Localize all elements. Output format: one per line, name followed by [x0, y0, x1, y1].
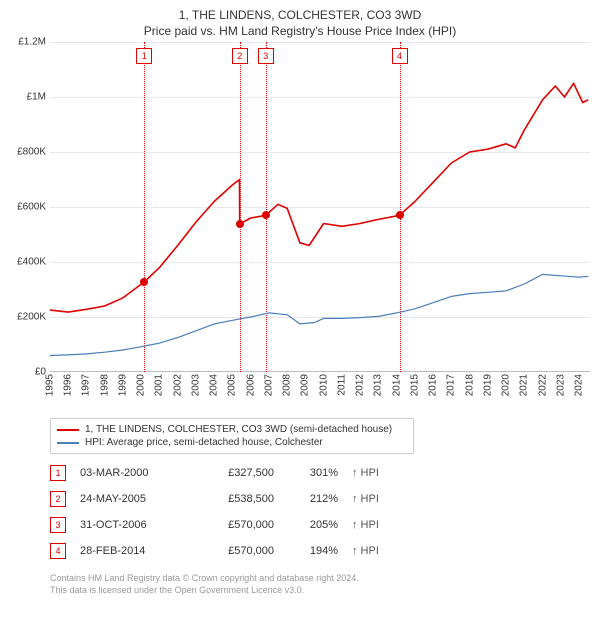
- line-chart-svg: [50, 42, 590, 372]
- sale-row: 3 31-OCT-2006 £570,000 205% ↑ HPI: [50, 512, 590, 538]
- legend-label: 1, THE LINDENS, COLCHESTER, CO3 3WD (sem…: [85, 424, 392, 435]
- x-axis-labels: 1995199619971998199920002001200220032004…: [50, 374, 590, 412]
- x-tick-label: 2009: [300, 374, 311, 396]
- x-tick-label: 2008: [282, 374, 293, 396]
- sale-row: 1 03-MAR-2000 £327,500 301% ↑ HPI: [50, 460, 590, 486]
- x-tick-label: 2012: [355, 374, 366, 396]
- sale-row-date: 03-MAR-2000: [80, 467, 180, 479]
- sales-table: 1 03-MAR-2000 £327,500 301% ↑ HPI 2 24-MAY-200…: [50, 460, 590, 564]
- x-tick-label: 1995: [45, 374, 56, 396]
- sale-row-date: 28-FEB-2014: [80, 545, 180, 557]
- x-tick-label: 2002: [172, 374, 183, 396]
- sale-row-price: £570,000: [194, 545, 274, 557]
- up-arrow-icon: ↑ HPI: [352, 467, 379, 479]
- sale-row-marker: 1: [50, 465, 66, 481]
- title-line-1: 1, THE LINDENS, COLCHESTER, CO3 3WD: [10, 8, 590, 22]
- footer-attribution: Contains HM Land Registry data © Crown c…: [50, 572, 590, 596]
- x-tick-label: 1996: [63, 374, 74, 396]
- up-arrow-icon: ↑ HPI: [352, 519, 379, 531]
- x-tick-label: 1998: [99, 374, 110, 396]
- sale-row-date: 24-MAY-2005: [80, 493, 180, 505]
- chart-container: 1, THE LINDENS, COLCHESTER, CO3 3WD Pric…: [0, 0, 600, 620]
- x-tick-label: 2010: [318, 374, 329, 396]
- y-tick-label: £600K: [17, 202, 46, 213]
- x-tick-label: 2013: [373, 374, 384, 396]
- x-tick-label: 2007: [263, 374, 274, 396]
- x-tick-label: 2006: [245, 374, 256, 396]
- sale-row-pct: 205%: [288, 519, 338, 531]
- series-property: [50, 83, 588, 312]
- y-tick-label: £1M: [27, 92, 46, 103]
- x-tick-label: 2016: [428, 374, 439, 396]
- up-arrow-icon: ↑ HPI: [352, 545, 379, 557]
- x-tick-label: 2023: [555, 374, 566, 396]
- up-arrow-icon: ↑ HPI: [352, 493, 379, 505]
- x-tick-label: 2011: [336, 374, 347, 396]
- sale-row-marker: 4: [50, 543, 66, 559]
- x-tick-label: 2005: [227, 374, 238, 396]
- sale-row-pct: 301%: [288, 467, 338, 479]
- x-tick-label: 2024: [574, 374, 585, 396]
- x-tick-label: 2014: [391, 374, 402, 396]
- y-tick-label: £400K: [17, 257, 46, 268]
- legend-item: 1, THE LINDENS, COLCHESTER, CO3 3WD (sem…: [57, 423, 407, 436]
- sale-row-pct: 194%: [288, 545, 338, 557]
- legend-swatch: [57, 429, 79, 431]
- sale-row-price: £327,500: [194, 467, 274, 479]
- x-tick-label: 1997: [81, 374, 92, 396]
- x-tick-label: 2003: [190, 374, 201, 396]
- plot-surface: 1234: [50, 42, 590, 372]
- sale-row-marker: 3: [50, 517, 66, 533]
- footer-line-1: Contains HM Land Registry data © Crown c…: [50, 572, 590, 584]
- x-tick-label: 2004: [209, 374, 220, 396]
- y-tick-label: £800K: [17, 147, 46, 158]
- sale-row: 2 24-MAY-2005 £538,500 212% ↑ HPI: [50, 486, 590, 512]
- legend-box: 1, THE LINDENS, COLCHESTER, CO3 3WD (sem…: [50, 418, 414, 454]
- x-tick-label: 2022: [537, 374, 548, 396]
- x-tick-label: 1999: [117, 374, 128, 396]
- title-line-2: Price paid vs. HM Land Registry's House …: [10, 24, 590, 38]
- x-tick-label: 2017: [446, 374, 457, 396]
- y-tick-label: £1.2M: [18, 37, 46, 48]
- legend-item: HPI: Average price, semi-detached house,…: [57, 436, 407, 449]
- title-block: 1, THE LINDENS, COLCHESTER, CO3 3WD Pric…: [10, 8, 590, 38]
- sale-row: 4 28-FEB-2014 £570,000 194% ↑ HPI: [50, 538, 590, 564]
- sale-row-pct: 212%: [288, 493, 338, 505]
- x-tick-label: 2021: [519, 374, 530, 396]
- x-tick-label: 2020: [501, 374, 512, 396]
- x-tick-label: 2001: [154, 374, 165, 396]
- x-tick-label: 2018: [464, 374, 475, 396]
- legend-label: HPI: Average price, semi-detached house,…: [85, 437, 323, 448]
- sale-row-marker: 2: [50, 491, 66, 507]
- chart-area: £0£200K£400K£600K£800K£1M£1.2M 1234 1995…: [10, 42, 590, 412]
- y-tick-label: £200K: [17, 312, 46, 323]
- sale-row-date: 31-OCT-2006: [80, 519, 180, 531]
- sale-row-price: £538,500: [194, 493, 274, 505]
- x-tick-label: 2015: [409, 374, 420, 396]
- footer-line-2: This data is licensed under the Open Gov…: [50, 584, 590, 596]
- series-hpi: [50, 274, 588, 355]
- x-tick-label: 2000: [136, 374, 147, 396]
- x-tick-label: 2019: [482, 374, 493, 396]
- sale-row-price: £570,000: [194, 519, 274, 531]
- legend-swatch: [57, 442, 79, 444]
- y-axis-labels: £0£200K£400K£600K£800K£1M£1.2M: [10, 42, 48, 372]
